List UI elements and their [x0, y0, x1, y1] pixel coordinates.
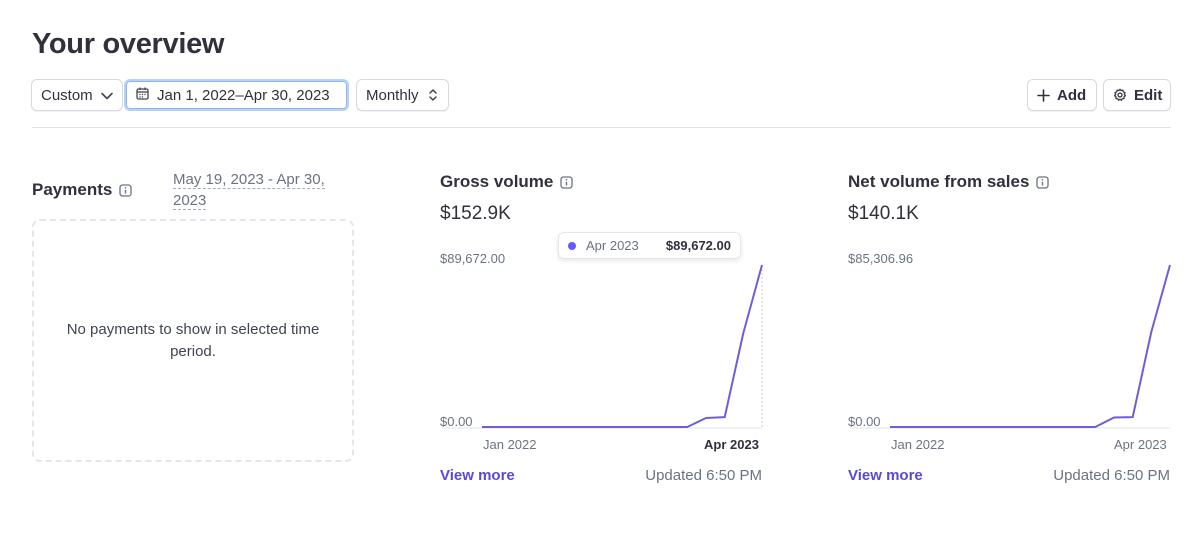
- edit-overview-button[interactable]: Edit: [1103, 79, 1171, 111]
- gross-volume-x-start-label: Jan 2022: [483, 437, 537, 452]
- net-volume-value: $140.1K: [848, 203, 919, 224]
- edit-label: Edit: [1134, 86, 1163, 104]
- payments-card-title: Payments: [32, 180, 132, 200]
- date-range-picker[interactable]: Jan 1, 2022–Apr 30, 2023: [124, 79, 349, 111]
- info-icon[interactable]: [1036, 175, 1050, 189]
- net-volume-y-min-label: $0.00: [848, 414, 881, 429]
- calendar-icon: [136, 87, 149, 104]
- date-preset-select[interactable]: Custom: [31, 79, 123, 111]
- payments-empty-message: No payments to show in selected time per…: [66, 320, 320, 360]
- net-volume-x-end-label: Apr 2023: [1114, 437, 1167, 452]
- gross-volume-tooltip: Apr 2023 $89,672.00: [558, 232, 741, 259]
- payments-title: Payments: [32, 180, 113, 199]
- date-range-label: Jan 1, 2022–Apr 30, 2023: [157, 86, 330, 104]
- net-volume-y-max-label: $85,306.96: [848, 251, 914, 266]
- gear-icon: [1113, 88, 1127, 101]
- plus-icon: [1037, 88, 1050, 102]
- payments-empty-state: No payments to show in selected time per…: [32, 219, 354, 462]
- gross-volume-y-min-label: $0.00: [440, 414, 473, 429]
- gross-volume-value: $152.9K: [440, 203, 511, 224]
- net-volume-view-more-link[interactable]: View more: [848, 467, 923, 484]
- interval-select[interactable]: Monthly: [356, 79, 449, 111]
- header-divider: [32, 127, 1171, 128]
- gross-volume-x-end-label: Apr 2023: [704, 437, 759, 452]
- payments-date-range-line1: May 19, 2023 - Apr 30,: [173, 171, 325, 189]
- info-icon[interactable]: [560, 175, 574, 189]
- gross-volume-updated-time: Updated 6:50 PM: [645, 467, 762, 484]
- net-volume-title: Net volume from sales: [848, 172, 1030, 191]
- tooltip-value: $89,672.00: [665, 238, 731, 253]
- chart-series-line: [482, 264, 763, 428]
- interval-label: Monthly: [366, 86, 419, 104]
- add-label: Add: [1057, 86, 1087, 104]
- payments-date-range-line2: 2023: [173, 192, 207, 210]
- payments-date-range[interactable]: May 19, 2023 - Apr 30, 2023: [173, 169, 345, 211]
- net-volume-card-title: Net volume from sales: [848, 172, 1050, 192]
- gross-volume-title: Gross volume: [440, 172, 554, 191]
- chevron-down-icon: [100, 89, 114, 107]
- net-volume-x-start-label: Jan 2022: [891, 437, 945, 452]
- gross-volume-card-title: Gross volume: [440, 172, 574, 192]
- add-widget-button[interactable]: Add: [1027, 79, 1097, 111]
- page-title: Your overview: [32, 28, 225, 60]
- date-preset-label: Custom: [41, 86, 93, 104]
- tooltip-label: Apr 2023: [586, 238, 639, 253]
- info-icon[interactable]: [119, 183, 132, 197]
- net-volume-updated-time: Updated 6:50 PM: [1053, 467, 1170, 484]
- gross-volume-y-max-label: $89,672.00: [440, 251, 506, 266]
- chevron-updown-icon: [427, 88, 439, 106]
- gross-volume-view-more-link[interactable]: View more: [440, 467, 515, 484]
- tooltip-dot: [568, 241, 576, 250]
